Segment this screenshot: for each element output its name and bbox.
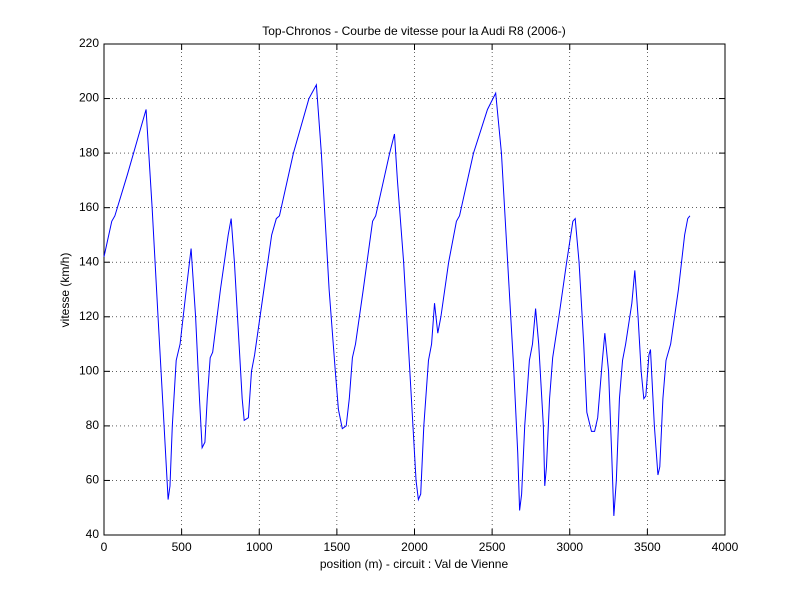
y-axis-label: vitesse (km/h) <box>58 253 72 328</box>
x-tick-label: 4000 <box>712 540 739 554</box>
x-tick-label: 3000 <box>556 540 583 554</box>
plot-frame <box>103 43 726 536</box>
y-tick-label: 160 <box>79 200 99 214</box>
x-tick-label: 1000 <box>246 540 273 554</box>
x-tick-label: 3500 <box>634 540 661 554</box>
y-tick-label: 200 <box>79 91 99 105</box>
x-tick-label: 2000 <box>401 540 428 554</box>
y-tick-label: 100 <box>79 364 99 378</box>
y-tick-label: 60 <box>86 473 100 487</box>
chart-title: Top-Chronos - Courbe de vitesse pour la … <box>262 24 566 38</box>
x-tick-label: 500 <box>172 540 192 554</box>
x-tick-label: 0 <box>101 540 108 554</box>
speed-line <box>103 83 691 516</box>
x-axis-label: position (m) - circuit : Val de Vienne <box>320 557 509 571</box>
y-tick-label: 120 <box>79 309 99 323</box>
y-tick-label: 80 <box>86 418 100 432</box>
y-tick-label: 220 <box>79 36 99 50</box>
x-tick-label: 2500 <box>479 540 506 554</box>
x-tick-label: 1500 <box>324 540 351 554</box>
y-tick-label: 180 <box>79 145 99 159</box>
y-tick-label: 140 <box>79 254 99 268</box>
y-tick-label: 40 <box>86 527 100 541</box>
